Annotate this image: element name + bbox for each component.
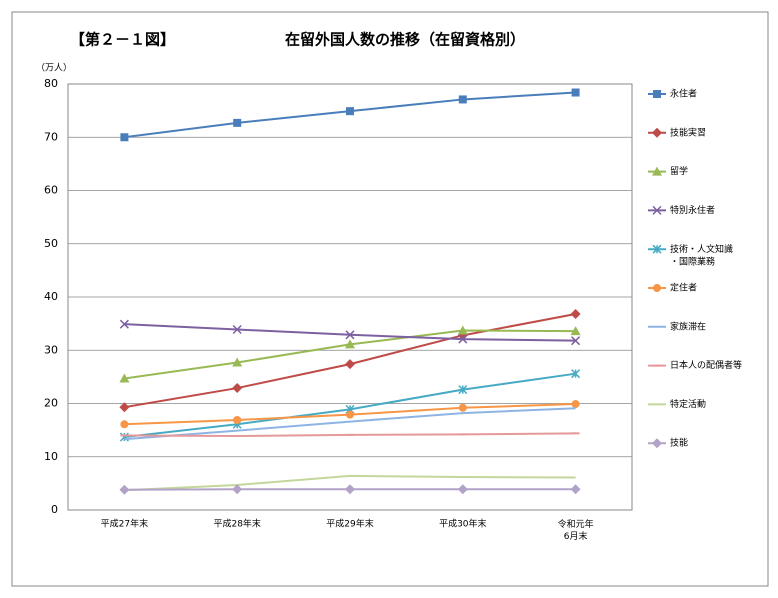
marker bbox=[570, 309, 581, 320]
y-tick-label: 80 bbox=[44, 77, 58, 90]
marker bbox=[346, 410, 354, 419]
marker bbox=[571, 336, 581, 346]
legend-label: 永住者 bbox=[670, 88, 697, 100]
legend-marker bbox=[652, 205, 662, 215]
marker bbox=[233, 118, 242, 127]
legend-label: 特定活動 bbox=[670, 398, 706, 410]
marker bbox=[233, 416, 242, 425]
marker bbox=[458, 385, 468, 395]
y-tick-label: 60 bbox=[44, 184, 58, 197]
legend-marker bbox=[652, 244, 662, 254]
x-tick-label: 令和元年 6月末 bbox=[558, 518, 594, 542]
legend-marker bbox=[652, 127, 662, 138]
marker bbox=[571, 88, 580, 97]
legend-label: 技能 bbox=[670, 437, 688, 449]
series-line bbox=[124, 407, 576, 441]
marker bbox=[458, 403, 467, 412]
y-tick-label: 10 bbox=[44, 450, 58, 463]
marker bbox=[232, 484, 243, 495]
legend-marker bbox=[652, 438, 662, 449]
marker bbox=[345, 359, 355, 370]
chart-title: 在留外国人数の推移（在留資格別） bbox=[285, 31, 525, 49]
marker bbox=[345, 339, 355, 349]
marker bbox=[119, 319, 129, 329]
y-tick-label: 30 bbox=[44, 343, 58, 356]
marker bbox=[345, 484, 355, 495]
frame bbox=[11, 11, 769, 587]
x-tick-label: 平成30年末 bbox=[439, 518, 486, 530]
plot-border bbox=[67, 83, 633, 511]
marker bbox=[345, 330, 355, 340]
marker bbox=[571, 369, 581, 379]
legend-marker bbox=[653, 284, 661, 292]
legend-label: 留学 bbox=[670, 165, 688, 177]
legend-label: 日本人の配偶者等 bbox=[670, 359, 742, 371]
y-tick-label: 20 bbox=[44, 397, 58, 410]
marker bbox=[458, 334, 468, 344]
y-tick-label: 40 bbox=[44, 290, 58, 303]
marker bbox=[232, 383, 243, 394]
y-tick-label: 0 bbox=[51, 503, 58, 516]
y-tick-label: 50 bbox=[44, 237, 58, 250]
legend-label: 技術・人文知識・国際業務 bbox=[670, 243, 733, 267]
figure-label: 【第２－１図】 bbox=[70, 31, 175, 49]
legend-label: 特別永住者 bbox=[670, 204, 715, 216]
marker bbox=[232, 324, 242, 335]
legend-marker bbox=[653, 90, 661, 98]
marker bbox=[457, 325, 468, 335]
marker bbox=[119, 373, 130, 383]
marker bbox=[570, 484, 581, 495]
x-tick-label: 平成27年末 bbox=[101, 518, 148, 530]
marker bbox=[120, 133, 129, 142]
marker bbox=[458, 95, 467, 104]
marker bbox=[232, 357, 243, 367]
marker bbox=[346, 107, 354, 116]
marker bbox=[570, 326, 581, 336]
series-line bbox=[124, 329, 576, 380]
x-tick-label: 平成28年末 bbox=[213, 518, 260, 530]
marker bbox=[457, 484, 468, 495]
marker bbox=[120, 420, 129, 429]
marker bbox=[119, 402, 130, 413]
legend-label: 定住者 bbox=[670, 282, 697, 294]
legend-marker bbox=[652, 166, 662, 176]
marker bbox=[119, 484, 130, 495]
y-tick-label: 70 bbox=[44, 130, 58, 143]
y-unit: （万人） bbox=[36, 63, 72, 74]
legend-label: 技能実習 bbox=[670, 126, 706, 138]
x-tick-label: 平成29年末 bbox=[326, 518, 373, 530]
legend-label: 家族滞在 bbox=[670, 320, 706, 332]
series-line bbox=[124, 474, 576, 492]
marker bbox=[571, 400, 580, 409]
